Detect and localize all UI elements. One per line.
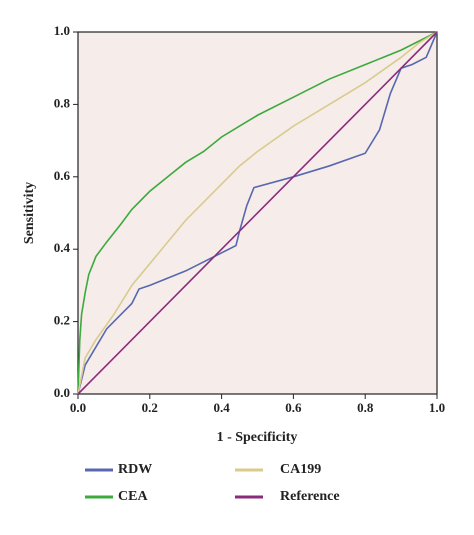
legend-label: CA199 [280, 462, 321, 477]
x-axis-label: 1 - Specificity [217, 430, 298, 445]
x-tick-label: 0.0 [70, 400, 86, 415]
roc-curve [77, 31, 438, 395]
x-tick-label: 1.0 [429, 400, 445, 415]
x-tick-label: 0.2 [142, 400, 158, 415]
legend-label: RDW [118, 462, 152, 477]
y-tick-label: 0.2 [54, 313, 70, 328]
roc-curve [77, 31, 438, 395]
legend-label: CEA [118, 489, 148, 504]
y-tick-label: 1.0 [54, 23, 70, 38]
legend-label: Reference [280, 489, 340, 504]
roc-curve [77, 31, 438, 395]
y-tick-label: 0.6 [54, 168, 71, 183]
y-tick-label: 0.4 [54, 240, 71, 255]
roc-curve [77, 31, 438, 395]
x-tick-label: 0.8 [357, 400, 374, 415]
x-tick-label: 0.4 [213, 400, 230, 415]
y-axis-label: Sensitivity [22, 182, 37, 244]
y-tick-label: 0.0 [54, 385, 70, 400]
x-tick-label: 0.6 [285, 400, 302, 415]
y-tick-label: 0.8 [54, 95, 71, 110]
